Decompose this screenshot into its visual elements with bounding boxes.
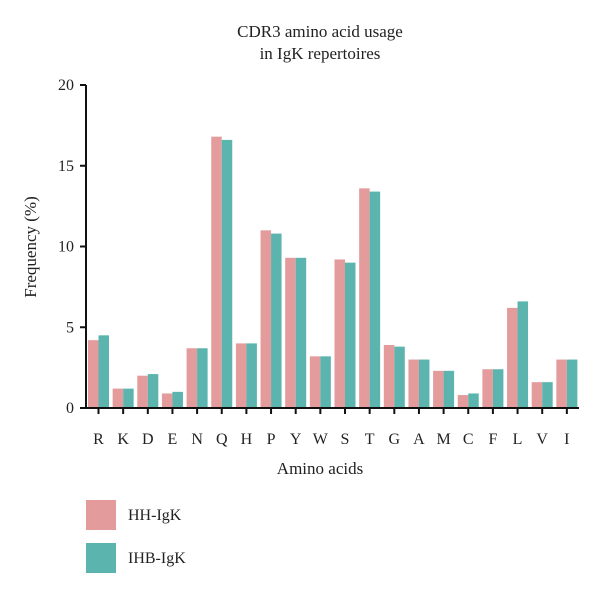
bar-hh-igk-f — [482, 369, 493, 408]
bar-ihb-igk-p — [271, 233, 282, 408]
bar-hh-igk-k — [112, 388, 124, 408]
bar-hh-igk-p — [260, 230, 272, 408]
x-tick-label: V — [536, 431, 548, 448]
y-axis: 0 5 10 15 20 — [58, 77, 87, 417]
legend-swatch-hh-igk — [86, 500, 116, 530]
bar-ihb-igk-g — [394, 346, 405, 408]
bar-hh-igk-l — [507, 307, 518, 408]
legend: HH-IgK IHB-IgK — [86, 500, 186, 573]
bar-ihb-igk-a — [418, 359, 430, 408]
bar-hh-igk-g — [383, 345, 395, 408]
bar-ihb-igk-t — [369, 191, 381, 408]
bar-ihb-igk-n — [197, 348, 208, 408]
bar-ihb-igk-m — [443, 370, 455, 408]
x-tick-label: D — [142, 431, 154, 448]
y-axis-label: Frequency (%) — [21, 196, 40, 298]
bar-hh-igk-d — [137, 375, 148, 408]
bar-ihb-igk-y — [295, 257, 307, 408]
bar-hh-igk-e — [161, 393, 173, 408]
bar-ihb-igk-d — [147, 374, 159, 408]
y-ticks: 0 5 10 15 20 — [58, 77, 86, 417]
x-tick-label: L — [513, 431, 523, 448]
bar-ihb-igk-k — [123, 388, 134, 408]
bar-ihb-igk-l — [517, 301, 529, 408]
chart-title-line-1: CDR3 amino acid usage — [237, 22, 403, 41]
x-tick-label: R — [93, 431, 104, 448]
bar-ihb-igk-r — [98, 335, 109, 408]
chart-title: CDR3 amino acid usage in IgK repertoires — [237, 22, 403, 63]
x-tick-label: S — [341, 431, 350, 448]
bar-hh-igk-c — [457, 395, 469, 408]
bar-hh-igk-w — [309, 356, 321, 408]
x-tick-label: Y — [290, 431, 302, 448]
bar-hh-igk-m — [433, 370, 444, 408]
bar-hh-igk-a — [408, 359, 419, 408]
bar-hh-igk-t — [359, 188, 370, 408]
bar-ihb-igk-e — [172, 391, 183, 408]
x-tick-label: N — [191, 431, 203, 448]
legend-swatch-ihb-igk — [86, 543, 116, 573]
x-tick-label: C — [463, 431, 474, 448]
bar-hh-igk-y — [285, 257, 296, 408]
bar-hh-igk-n — [186, 348, 198, 408]
bar-ihb-igk-h — [246, 343, 257, 408]
y-tick-label: 10 — [58, 239, 74, 256]
x-tick-label: F — [488, 431, 497, 448]
y-tick-label: 5 — [66, 319, 74, 336]
x-tick-label: M — [436, 431, 450, 448]
x-tick-label: K — [117, 431, 129, 448]
x-axis-label: Amino acids — [277, 459, 363, 478]
x-tick-label: H — [241, 431, 253, 448]
y-tick-label: 15 — [58, 158, 74, 175]
bar-hh-igk-i — [556, 359, 567, 408]
bar-ihb-igk-c — [468, 393, 479, 408]
bar-hh-igk-r — [88, 340, 99, 408]
bar-hh-igk-q — [211, 136, 222, 408]
x-tick-label: Q — [216, 431, 228, 448]
legend-label-ihb-igk: IHB-IgK — [128, 550, 186, 567]
x-tick-label: E — [168, 431, 178, 448]
x-tick-label: A — [413, 431, 425, 448]
bar-ihb-igk-s — [345, 262, 356, 408]
bar-hh-igk-h — [235, 343, 247, 408]
x-tick-label: G — [389, 431, 401, 448]
y-tick-label: 20 — [58, 77, 74, 94]
y-tick-label: 0 — [66, 400, 74, 417]
bar-hh-igk-s — [334, 259, 345, 408]
x-tick-label: W — [313, 431, 329, 448]
bar-ihb-igk-f — [492, 369, 504, 408]
bar-hh-igk-v — [531, 382, 543, 408]
bar-ihb-igk-w — [320, 356, 331, 408]
chart-title-line-2: in IgK repertoires — [260, 44, 381, 63]
x-tick-label: P — [267, 431, 276, 448]
bar-ihb-igk-v — [542, 382, 553, 408]
legend-label-hh-igk: HH-IgK — [128, 507, 182, 524]
bar-ihb-igk-q — [221, 139, 233, 408]
bars-group — [88, 136, 578, 408]
x-tick-label: I — [564, 431, 569, 448]
bar-ihb-igk-i — [566, 359, 578, 408]
x-tick-label: T — [365, 431, 375, 448]
